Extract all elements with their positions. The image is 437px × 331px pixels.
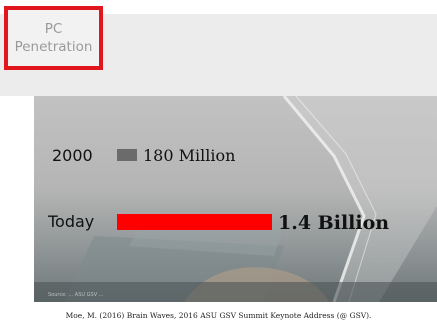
bar-today [117,214,272,230]
citation-caption: Moe, M. (2016) Brain Waves, 2016 ASU GSV… [65,311,372,320]
bar-2000 [117,149,137,161]
data-label-2000: 180 Million [143,146,235,165]
slide-title-line-1: PC [44,21,63,37]
pc-penetration-bar-chart: 2000 Today 180 Million 1.4 Billion [47,146,389,234]
slide-title-box: PC Penetration [4,6,103,70]
data-label-today: 1.4 Billion [278,212,389,234]
background-photo: Source: ... ASU GSV ... [34,96,437,302]
category-label-today: Today [47,212,94,231]
category-label-2000: 2000 [52,146,93,165]
laptop-photo-illustration: Source: ... ASU GSV ... [34,96,437,302]
slide-title-line-2: Penetration [14,39,93,55]
source-overlay-text: Source: ... ASU GSV ... [48,292,104,298]
